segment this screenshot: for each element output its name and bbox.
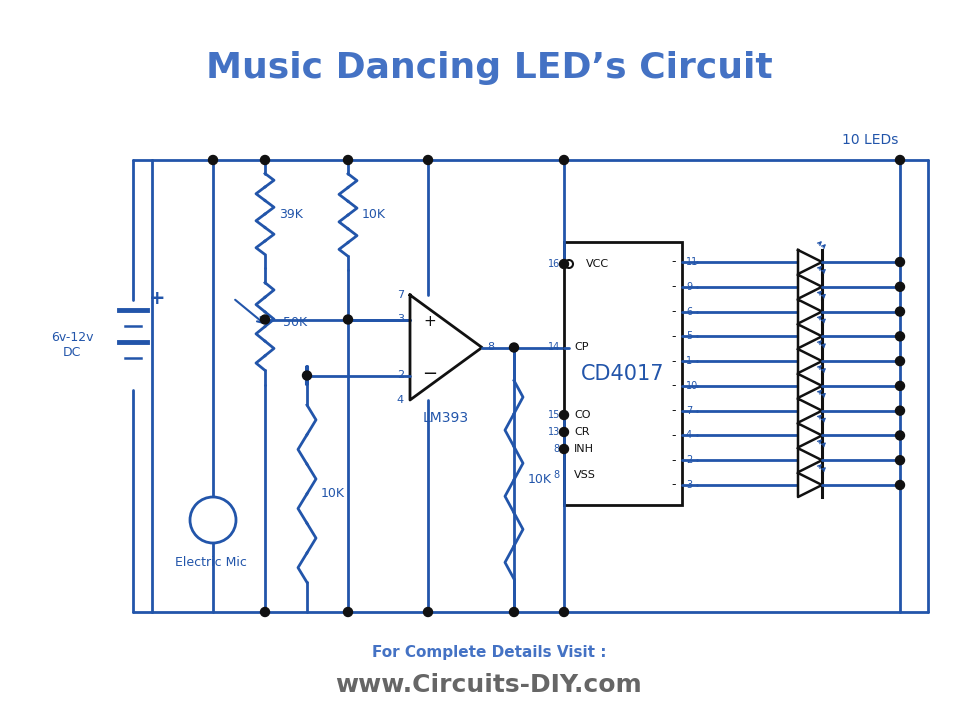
Text: Electric Mic: Electric Mic — [175, 556, 246, 569]
Text: -: - — [671, 454, 676, 467]
Text: 4: 4 — [396, 395, 404, 405]
Circle shape — [564, 260, 572, 268]
Circle shape — [895, 406, 904, 415]
Text: 1: 1 — [686, 356, 691, 366]
Text: www.Circuits-DIY.com: www.Circuits-DIY.com — [335, 673, 642, 697]
Text: 3: 3 — [397, 315, 404, 325]
Circle shape — [423, 607, 432, 617]
Text: 7: 7 — [686, 406, 691, 416]
Circle shape — [509, 343, 518, 352]
Circle shape — [260, 607, 269, 617]
Circle shape — [895, 307, 904, 316]
Text: CO: CO — [573, 410, 590, 420]
Text: 10K: 10K — [362, 209, 385, 222]
Circle shape — [509, 607, 518, 617]
Text: -: - — [671, 305, 676, 318]
Text: VSS: VSS — [573, 470, 596, 480]
Text: 13: 13 — [547, 427, 559, 437]
Text: +: + — [149, 288, 165, 308]
Text: 10 LEDs: 10 LEDs — [841, 133, 897, 147]
Circle shape — [895, 456, 904, 465]
Text: −: − — [213, 522, 225, 536]
Text: -: - — [671, 379, 676, 392]
Text: +: + — [213, 505, 224, 518]
Text: 8: 8 — [554, 470, 559, 480]
Text: −: − — [422, 364, 437, 382]
Circle shape — [895, 480, 904, 490]
Text: 2: 2 — [686, 455, 691, 465]
Circle shape — [559, 607, 568, 617]
Circle shape — [559, 445, 568, 453]
Circle shape — [895, 282, 904, 291]
Circle shape — [895, 156, 904, 164]
Text: VCC: VCC — [586, 259, 608, 269]
Text: -: - — [671, 255, 676, 268]
Text: 1: 1 — [205, 525, 212, 535]
Circle shape — [208, 156, 217, 164]
Circle shape — [559, 156, 568, 164]
Circle shape — [559, 260, 568, 268]
Text: 6v-12v
DC: 6v-12v DC — [51, 331, 93, 359]
FancyBboxPatch shape — [563, 242, 682, 505]
Text: -: - — [671, 404, 676, 417]
Text: -: - — [671, 355, 676, 368]
Circle shape — [302, 371, 311, 380]
Text: 2: 2 — [396, 371, 404, 381]
Text: INH: INH — [573, 444, 594, 454]
Text: +: + — [423, 314, 436, 329]
Circle shape — [343, 156, 352, 164]
Text: -: - — [671, 429, 676, 442]
Text: For Complete Details Visit :: For Complete Details Visit : — [372, 645, 605, 660]
Circle shape — [343, 607, 352, 617]
Text: 14: 14 — [547, 343, 559, 353]
Circle shape — [190, 497, 236, 543]
Text: 16: 16 — [547, 259, 559, 269]
Circle shape — [559, 427, 568, 437]
Text: CD4017: CD4017 — [581, 364, 664, 384]
Circle shape — [559, 411, 568, 419]
Text: 7: 7 — [396, 290, 404, 300]
Circle shape — [895, 381, 904, 390]
Circle shape — [895, 257, 904, 267]
Text: CR: CR — [573, 427, 589, 437]
Text: 4: 4 — [686, 430, 691, 440]
Text: 50K: 50K — [283, 315, 307, 328]
Text: Music Dancing LED’s Circuit: Music Dancing LED’s Circuit — [205, 51, 772, 85]
Text: 6: 6 — [686, 307, 691, 317]
Text: -: - — [671, 280, 676, 293]
Text: 8: 8 — [554, 444, 559, 454]
Text: -: - — [671, 330, 676, 343]
Circle shape — [895, 332, 904, 341]
Circle shape — [260, 315, 269, 324]
Text: 8: 8 — [486, 343, 494, 353]
Text: 39K: 39K — [279, 207, 302, 221]
Text: 11: 11 — [686, 257, 697, 267]
Text: 3: 3 — [686, 480, 691, 490]
Text: 10K: 10K — [321, 488, 344, 500]
Text: 10: 10 — [686, 381, 697, 391]
Circle shape — [895, 356, 904, 366]
Text: 9: 9 — [686, 282, 691, 292]
Text: CP: CP — [573, 343, 588, 353]
Text: 15: 15 — [547, 410, 559, 420]
Text: 10K: 10K — [527, 473, 552, 486]
Text: 5: 5 — [686, 331, 691, 341]
Circle shape — [260, 156, 269, 164]
Circle shape — [343, 315, 352, 324]
Text: LM393: LM393 — [422, 411, 468, 425]
Circle shape — [895, 431, 904, 440]
Circle shape — [423, 156, 432, 164]
Text: 2: 2 — [205, 506, 212, 516]
Text: -: - — [671, 478, 676, 491]
